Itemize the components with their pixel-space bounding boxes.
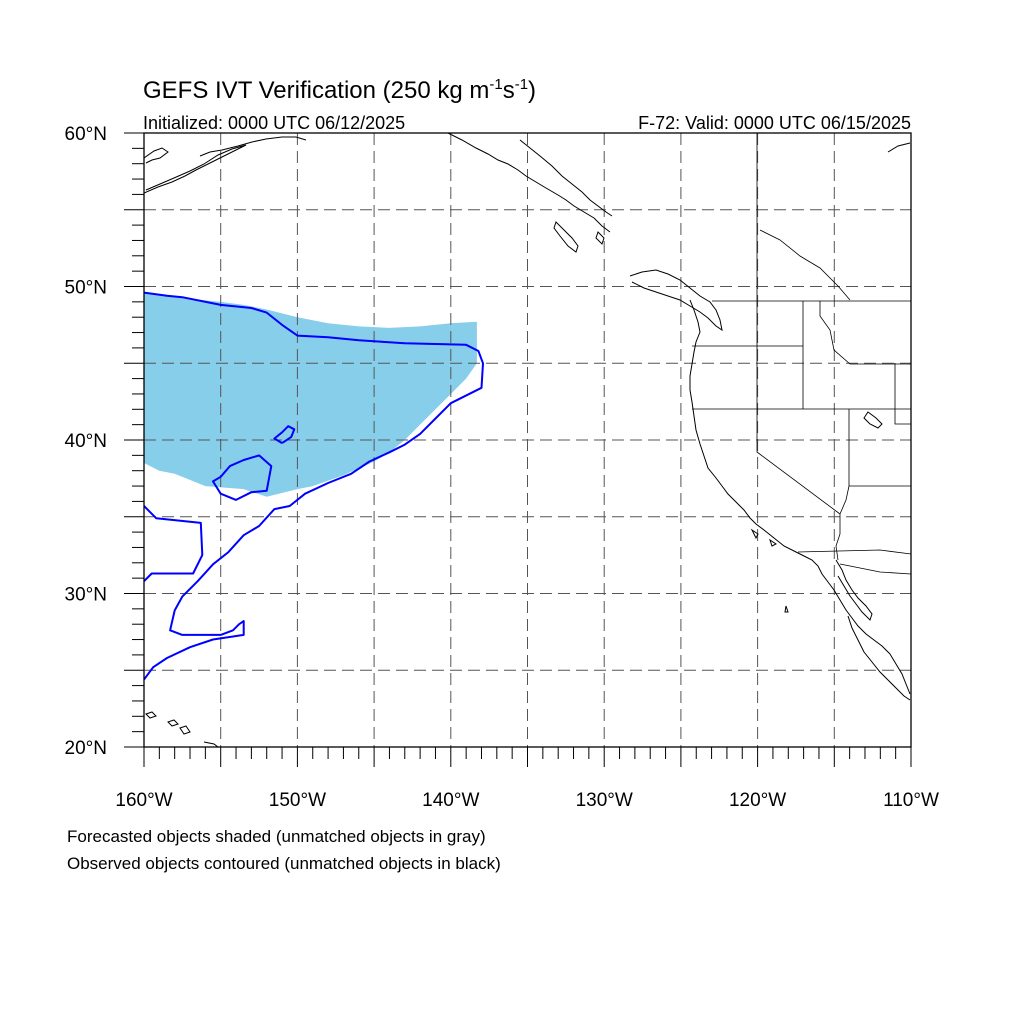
pacific-coastline <box>629 269 911 701</box>
lon-label: 140°W <box>422 790 479 811</box>
valid-time-label: F-72: Valid: 0000 UTC 06/15/2025 <box>638 113 911 133</box>
observed-object-contour <box>273 425 296 444</box>
forecast-objects <box>144 292 477 497</box>
lat-label: 60°N <box>65 124 107 145</box>
coastlines <box>144 133 911 747</box>
lat-label: 20°N <box>65 738 107 759</box>
political-boundaries <box>692 133 911 575</box>
observed-object-contour <box>144 505 204 582</box>
axis-ticks <box>124 132 912 767</box>
forecast-object-shading <box>144 292 477 497</box>
graticule <box>144 133 911 747</box>
lon-label: 110°W <box>883 790 939 811</box>
observed-object-contour <box>144 291 484 681</box>
lat-label: 30°N <box>65 585 107 606</box>
lat-label: 50°N <box>65 278 107 299</box>
observed-object-contour <box>212 454 273 501</box>
footnote-observed: Observed objects contoured (unmatched ob… <box>67 854 501 873</box>
observed-objects <box>144 291 484 681</box>
figure-title: GEFS IVT Verification (250 kg m-1s-1) <box>143 76 536 104</box>
footnote-forecast: Forecasted objects shaded (unmatched obj… <box>67 827 486 846</box>
lon-label: 160°W <box>115 790 172 811</box>
axis-labels: 60°N 50°N 40°N 30°N 20°N 160°W 150°W 140°W 130°W… <box>65 124 939 811</box>
lon-label: 150°W <box>269 790 326 811</box>
lon-label: 130°W <box>576 790 633 811</box>
lon-label: 120°W <box>729 790 786 811</box>
alaska-coastline <box>144 133 911 253</box>
init-time-label: Initialized: 0000 UTC 06/12/2025 <box>143 113 405 133</box>
hawaiian-islands <box>145 711 219 747</box>
lat-label: 40°N <box>65 431 107 452</box>
